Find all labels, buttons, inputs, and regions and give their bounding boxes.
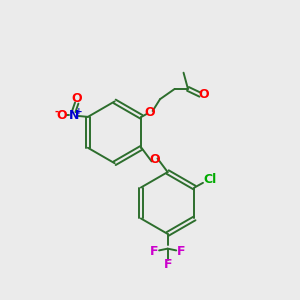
Text: O: O: [56, 109, 67, 122]
Text: O: O: [144, 106, 155, 119]
Text: -: -: [55, 106, 59, 116]
Text: F: F: [164, 258, 172, 271]
Text: O: O: [149, 153, 160, 167]
Text: O: O: [199, 88, 209, 101]
Text: Cl: Cl: [203, 173, 217, 186]
Text: O: O: [71, 92, 82, 105]
Text: F: F: [177, 245, 185, 258]
Text: F: F: [150, 245, 159, 258]
Text: N: N: [69, 109, 79, 122]
Text: +: +: [75, 107, 83, 116]
